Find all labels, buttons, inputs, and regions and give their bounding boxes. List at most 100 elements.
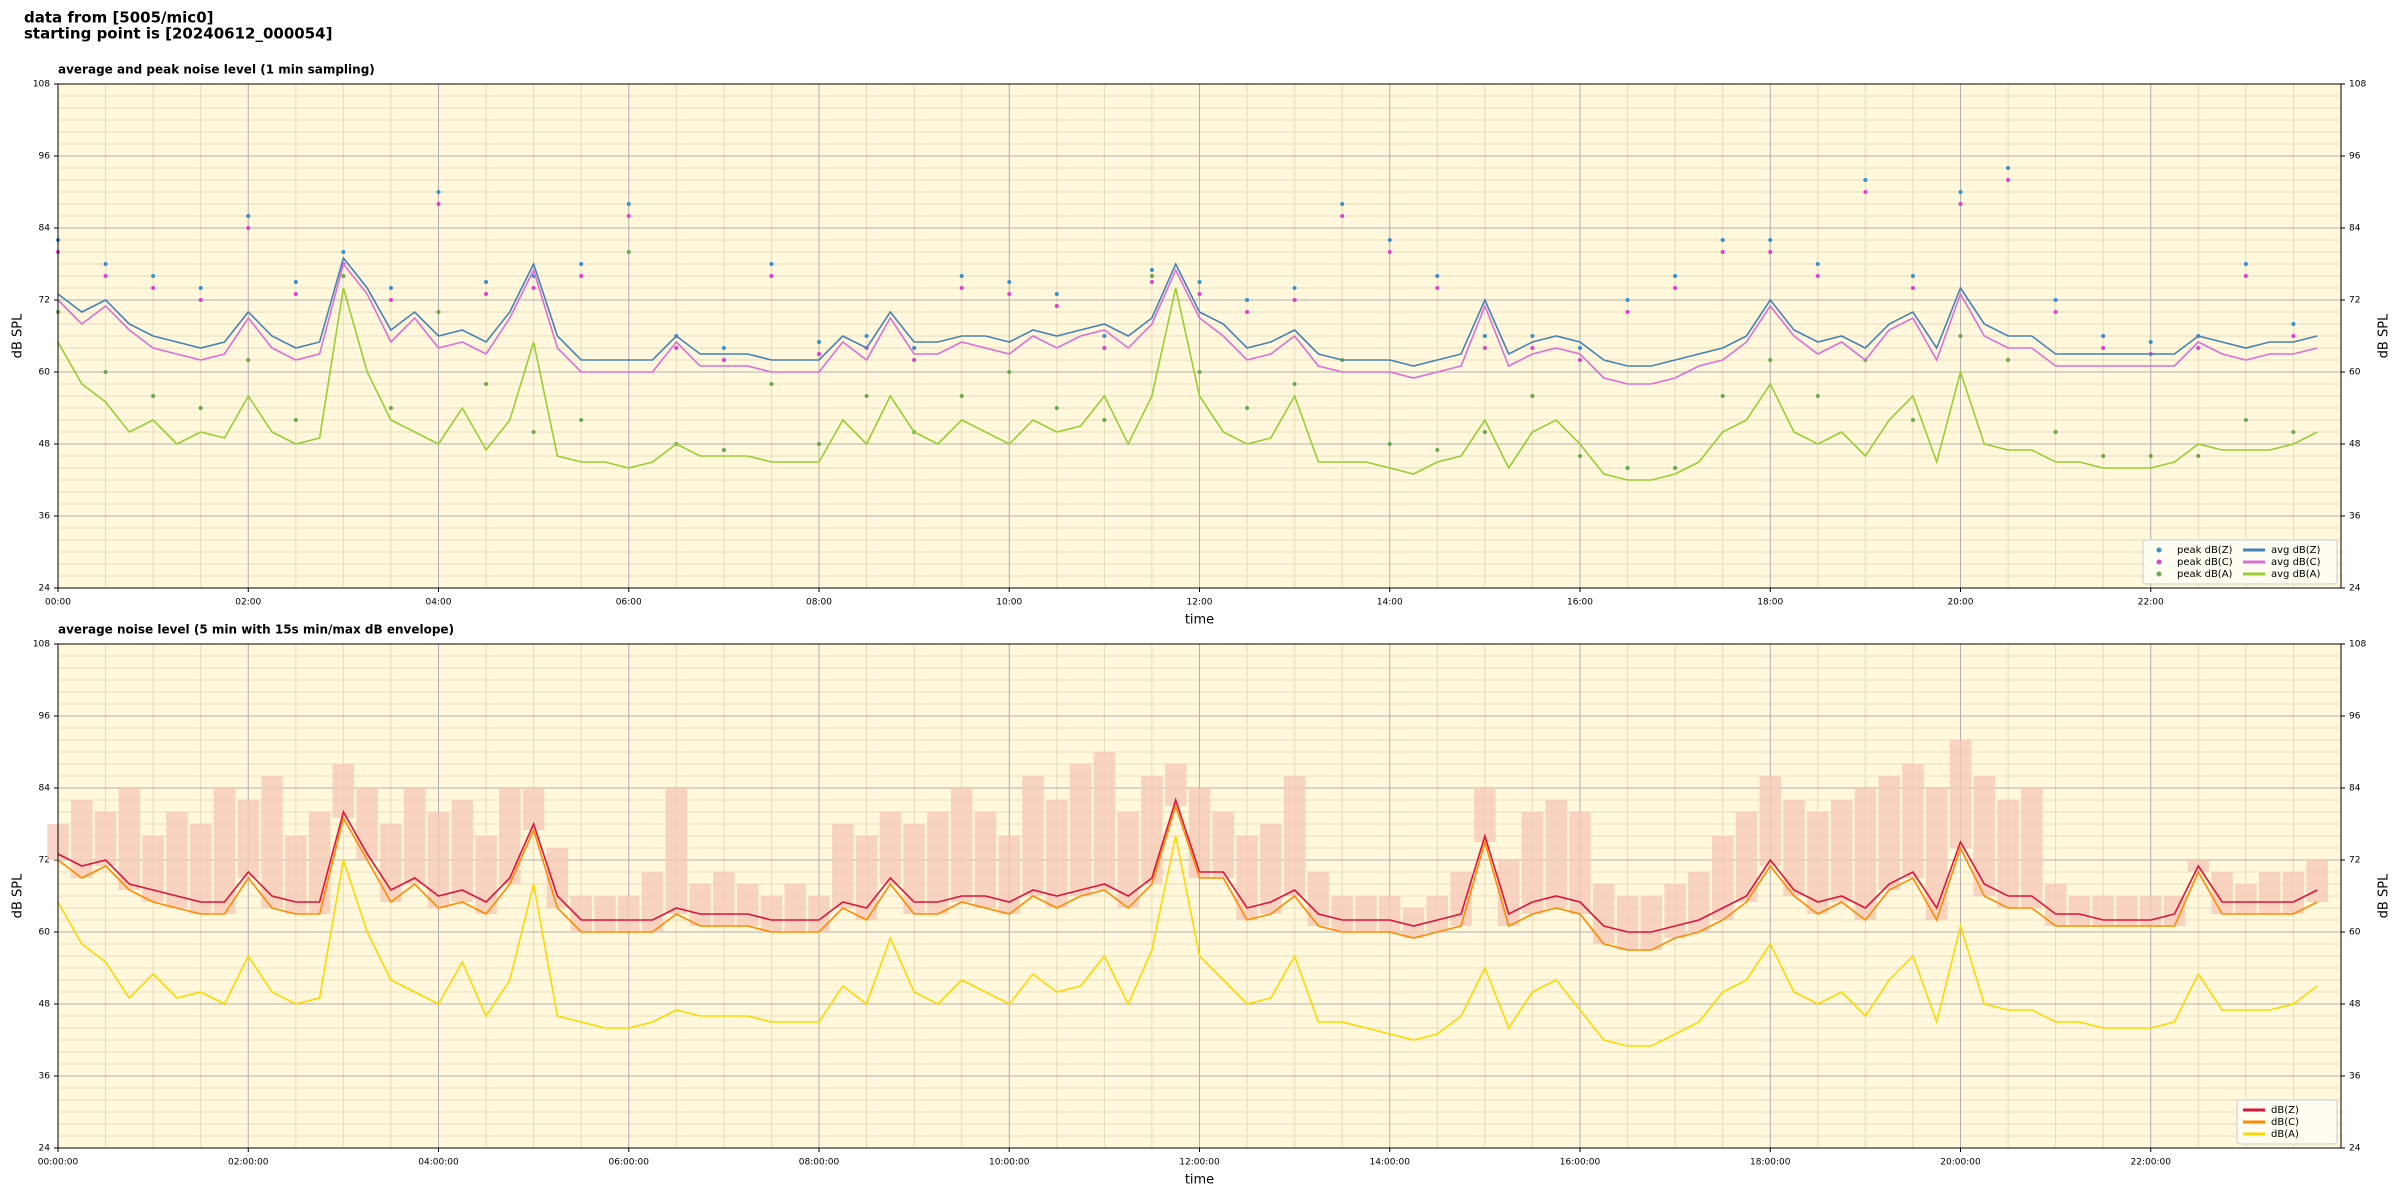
y-tick-label: 60 [39, 928, 51, 938]
envelope-bar [546, 848, 569, 908]
envelope-bar [2116, 896, 2138, 926]
peak-point [1673, 466, 1678, 470]
plot-frame [57, 83, 2342, 589]
peak-point [2291, 322, 2296, 326]
y-tick-label: 108 [33, 640, 50, 650]
peak-point [2148, 454, 2153, 458]
peak-point [579, 418, 584, 422]
peak-point [436, 190, 441, 194]
peak-point [1530, 394, 1535, 398]
envelope-bar [2258, 872, 2281, 914]
envelope-bar [1379, 896, 1401, 932]
legend-label: avg dB(C) [2271, 557, 2321, 568]
peak-point [1863, 178, 1868, 182]
peak-point [864, 334, 869, 338]
peak-point [579, 262, 584, 266]
envelope-bar [1141, 776, 1163, 884]
envelope-bar [475, 836, 497, 914]
peak-point [484, 382, 489, 386]
peak-point [1768, 250, 1773, 254]
peak-point [1340, 202, 1345, 206]
y-tick-label: 96 [39, 152, 51, 162]
peak-point [674, 346, 679, 350]
envelope-bar [499, 788, 521, 884]
envelope-bar [1474, 788, 1496, 842]
peak-point [1197, 370, 1202, 374]
envelope-bar [665, 788, 688, 914]
envelope-bar [1902, 764, 1924, 878]
peak-point [1482, 346, 1487, 350]
y-tick-label: 36 [39, 512, 51, 522]
y-tick-label: 60 [2349, 928, 2361, 938]
y-tick-label: 84 [39, 784, 51, 794]
peak-point [2053, 310, 2058, 314]
peak-point [1197, 292, 1202, 296]
envelope-bar [285, 836, 307, 914]
x-tick-label: 08:00:00 [799, 1158, 840, 1168]
y-tick-label: 72 [2349, 296, 2360, 306]
y-tick-label: 36 [2349, 1072, 2361, 1082]
envelope-bar [1973, 776, 1995, 896]
peak-point [1292, 382, 1297, 386]
header-line: data from [5005/mic0] [24, 9, 214, 27]
envelope-bar [1783, 800, 1805, 896]
envelope-bar [1022, 776, 1044, 896]
x-axis-label: time [1185, 1173, 1214, 1188]
peak-point [1149, 268, 1154, 272]
peak-point [151, 394, 156, 398]
peak-point [1815, 262, 1820, 266]
y-tick-label: 60 [2349, 368, 2361, 378]
envelope-bar [1664, 884, 1686, 938]
peak-point [2196, 346, 2201, 350]
envelope-bar [94, 812, 117, 866]
legend-marker [2156, 571, 2162, 577]
peak-point [579, 274, 584, 278]
y-tick-label: 108 [33, 80, 50, 90]
peak-point [2291, 430, 2296, 434]
y-axis-label: dB SPL [2377, 313, 2392, 358]
peak-point [1245, 310, 1250, 314]
peak-point [103, 262, 108, 266]
peak-point [2053, 430, 2058, 434]
peak-point [1673, 286, 1678, 290]
peak-point [1958, 202, 1963, 206]
y-tick-label: 24 [2349, 584, 2361, 594]
x-tick-label: 06:00:00 [609, 1158, 650, 1168]
envelope-bar [1878, 776, 1900, 890]
peak-point [1340, 214, 1345, 218]
envelope-bar [1497, 860, 1520, 926]
peak-point [1720, 394, 1725, 398]
envelope-bar [1307, 872, 1330, 926]
y-axis-label: dB SPL [11, 313, 26, 358]
peak-point [1482, 430, 1487, 434]
legend-label: dB(C) [2271, 1117, 2299, 1128]
envelope-bar [1830, 800, 1853, 902]
envelope-bar [808, 896, 830, 932]
peak-point [1482, 334, 1487, 338]
series-line [57, 256, 2318, 367]
envelope-bar [2044, 884, 2067, 926]
legend-label: dB(A) [2271, 1129, 2299, 1140]
envelope-bar [213, 788, 236, 914]
x-tick-label: 10:00 [996, 598, 1022, 608]
y-tick-label: 108 [2349, 640, 2366, 650]
envelope-bar [927, 812, 949, 914]
y-tick-label: 96 [39, 712, 51, 722]
peak-point [1768, 358, 1773, 362]
series-line [57, 797, 2318, 933]
y-tick-label: 72 [39, 856, 50, 866]
peak-point [1435, 286, 1440, 290]
peak-point [912, 346, 917, 350]
peak-point [1435, 274, 1440, 278]
x-tick-label: 22:00:00 [2131, 1158, 2172, 1168]
envelope-bar [1521, 812, 1544, 914]
envelope-bar [974, 812, 997, 908]
peak-point [959, 286, 964, 290]
envelope-bar [689, 884, 711, 926]
peak-point [103, 274, 108, 278]
envelope-bar [2211, 872, 2233, 914]
envelope-bar [1997, 800, 2019, 908]
envelope-bar [1688, 872, 1710, 932]
x-tick-label: 00:00 [45, 598, 71, 608]
envelope-bar [570, 896, 592, 932]
